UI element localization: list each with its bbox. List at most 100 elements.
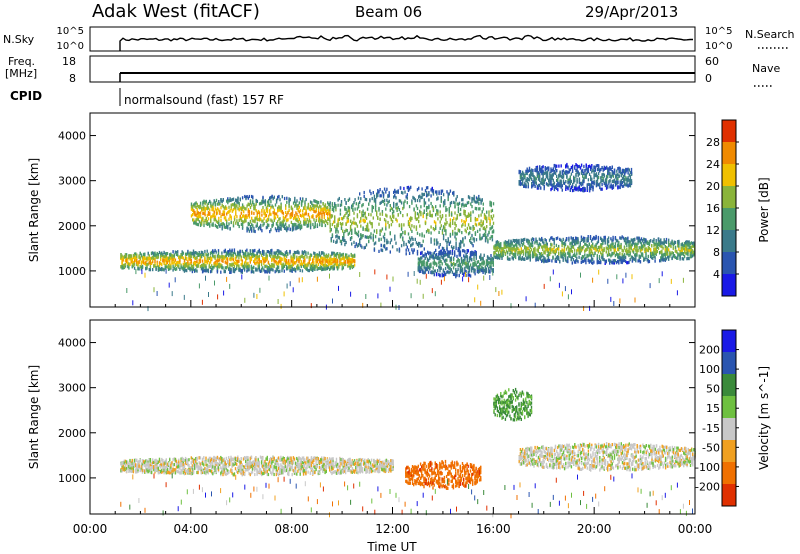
echo-cell (326, 257, 329, 261)
echo-cell (513, 246, 516, 251)
echo-cell (428, 191, 430, 195)
echo-cell (449, 251, 451, 255)
echo-cell (292, 258, 295, 262)
echo-cell (439, 257, 441, 261)
echo-cell (230, 250, 232, 254)
echo-cell (282, 224, 285, 229)
echo-cell (548, 252, 551, 256)
echo-cell (512, 244, 514, 248)
echo-cell (260, 263, 263, 267)
echo-cell (475, 263, 477, 267)
echo-cell (499, 243, 501, 247)
echo-cell (636, 246, 638, 250)
echo-cell (240, 218, 243, 222)
echo-cell (564, 258, 567, 262)
echo-cell (230, 253, 232, 257)
echo-cell (206, 249, 208, 253)
echo-cell (148, 268, 150, 272)
echo-cell (435, 190, 437, 194)
echo-cell (455, 244, 457, 248)
echo-cell (321, 262, 323, 266)
echo-cell (277, 249, 280, 253)
echo-cell (327, 263, 330, 267)
echo-cell (339, 203, 342, 207)
echo-cell (437, 241, 439, 245)
echo-cell (296, 259, 298, 263)
echo-cell (426, 262, 429, 266)
echo-cell (348, 197, 351, 201)
echo-cell (206, 203, 209, 207)
echo-cell (205, 221, 207, 225)
echo-cell (142, 257, 145, 261)
echo-cell (432, 270, 434, 275)
echo-cell (474, 260, 476, 264)
echo-cell (441, 262, 443, 266)
echo-cell (391, 214, 394, 218)
echo-cell (629, 252, 631, 256)
echo-cell (129, 262, 131, 266)
echo-cell (169, 267, 171, 271)
echo-cell (215, 219, 218, 223)
echo-cell (324, 267, 326, 271)
echo-cell (607, 258, 610, 262)
echo-cell (200, 250, 203, 254)
echo-cell (251, 252, 254, 256)
echo-cell (595, 235, 597, 239)
echo-cell (271, 219, 273, 223)
echo-cell (140, 267, 143, 271)
echo-cell (214, 256, 216, 260)
echo-cell (331, 265, 333, 269)
echo-cell (160, 255, 162, 259)
echo-cell (445, 214, 447, 218)
echo-cell (339, 221, 342, 226)
echo-cell (527, 182, 529, 186)
echo-cell (292, 226, 295, 230)
echo-cell (420, 251, 422, 256)
echo-cell (263, 212, 265, 216)
echo-cell (685, 240, 687, 244)
echo-cell (348, 264, 350, 268)
echo-cell (370, 232, 372, 236)
echo-cell (132, 264, 135, 268)
echo-cell (213, 199, 215, 203)
echo-cell (490, 235, 492, 239)
echo-cell (333, 253, 335, 257)
echo-cell (448, 208, 450, 212)
echo-cell (229, 270, 231, 274)
echo-cell (294, 261, 297, 265)
echo-cell (252, 200, 254, 204)
echo-cell (260, 223, 262, 227)
echo-cell (305, 220, 307, 224)
echo-cell (601, 238, 603, 242)
echo-cell (233, 215, 236, 219)
echo-cell (486, 236, 488, 240)
echo-cell (136, 260, 138, 264)
echo-cell (622, 236, 625, 240)
echo-cell (354, 221, 356, 225)
echo-cell (489, 203, 491, 207)
echo-cell (464, 223, 466, 227)
echo-cell (149, 268, 152, 272)
echo-cell (668, 248, 670, 252)
echo-cell (523, 184, 525, 188)
echo-cell (235, 203, 237, 207)
echo-cell (530, 242, 533, 246)
echo-cell (668, 244, 670, 248)
echo-cell (307, 206, 310, 210)
echo-cell (353, 263, 356, 267)
echo-cell (447, 270, 449, 274)
echo-cell (529, 170, 532, 174)
echo-cell (351, 257, 354, 261)
echo-cell (635, 242, 637, 246)
echo-cell (538, 245, 541, 249)
echo-cell (476, 217, 479, 222)
echo-cell (509, 242, 511, 246)
echo-cell (678, 247, 680, 251)
echo-cell (607, 248, 610, 252)
echo-cell (435, 205, 437, 209)
echo-cell (312, 265, 314, 270)
echo-cell (383, 236, 386, 240)
echo-cell (602, 239, 604, 243)
echo-cell (396, 219, 398, 223)
echo-cell (186, 257, 188, 261)
